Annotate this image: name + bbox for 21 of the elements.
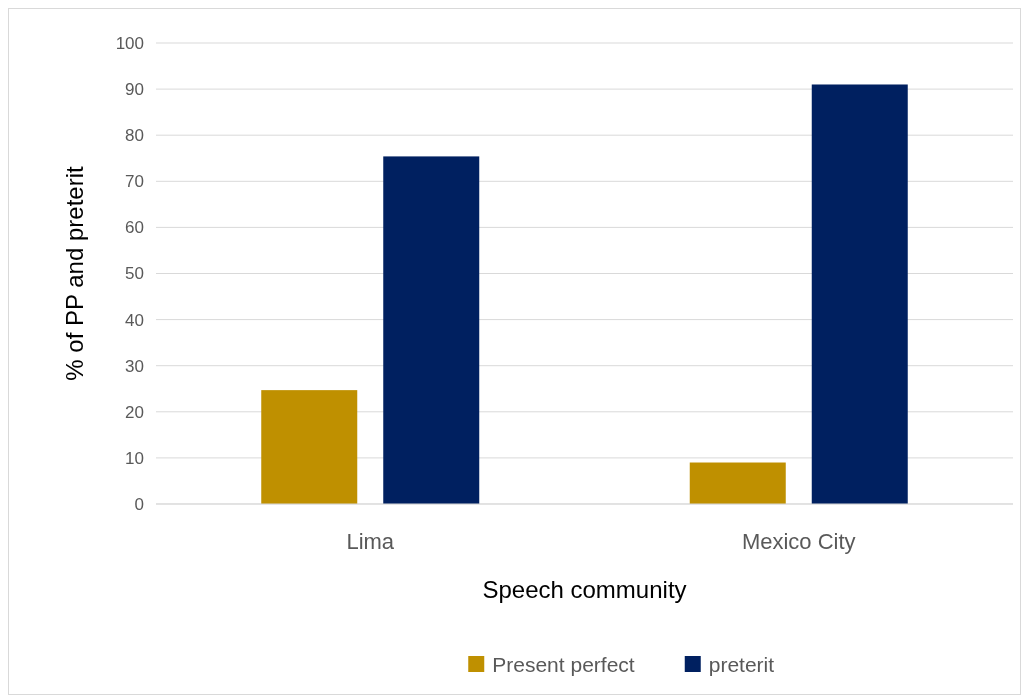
bar [689, 462, 786, 504]
bar [383, 156, 480, 504]
y-tick-label: 50 [125, 264, 144, 284]
bar [261, 390, 358, 504]
y-tick-label: 80 [125, 126, 144, 146]
x-axis-title: Speech community [482, 576, 687, 603]
y-tick-label: 10 [125, 448, 144, 468]
y-tick-label: 40 [125, 310, 144, 330]
y-tick-label: 30 [125, 356, 144, 376]
y-tick-label: 100 [115, 33, 144, 53]
legend-label: preterit [708, 653, 775, 677]
x-tick-label: Mexico City [741, 529, 856, 554]
x-tick-label: Lima [346, 529, 395, 554]
y-axis-title: % of PP and preterit [61, 166, 88, 381]
y-tick-label: 90 [125, 80, 144, 100]
bar [811, 84, 908, 504]
legend-label: Present perfect [492, 653, 635, 677]
y-tick-label: 20 [125, 402, 144, 422]
y-tick-label: 0 [134, 494, 144, 514]
y-tick-label: 70 [125, 172, 144, 192]
y-tick-label: 60 [125, 218, 144, 238]
